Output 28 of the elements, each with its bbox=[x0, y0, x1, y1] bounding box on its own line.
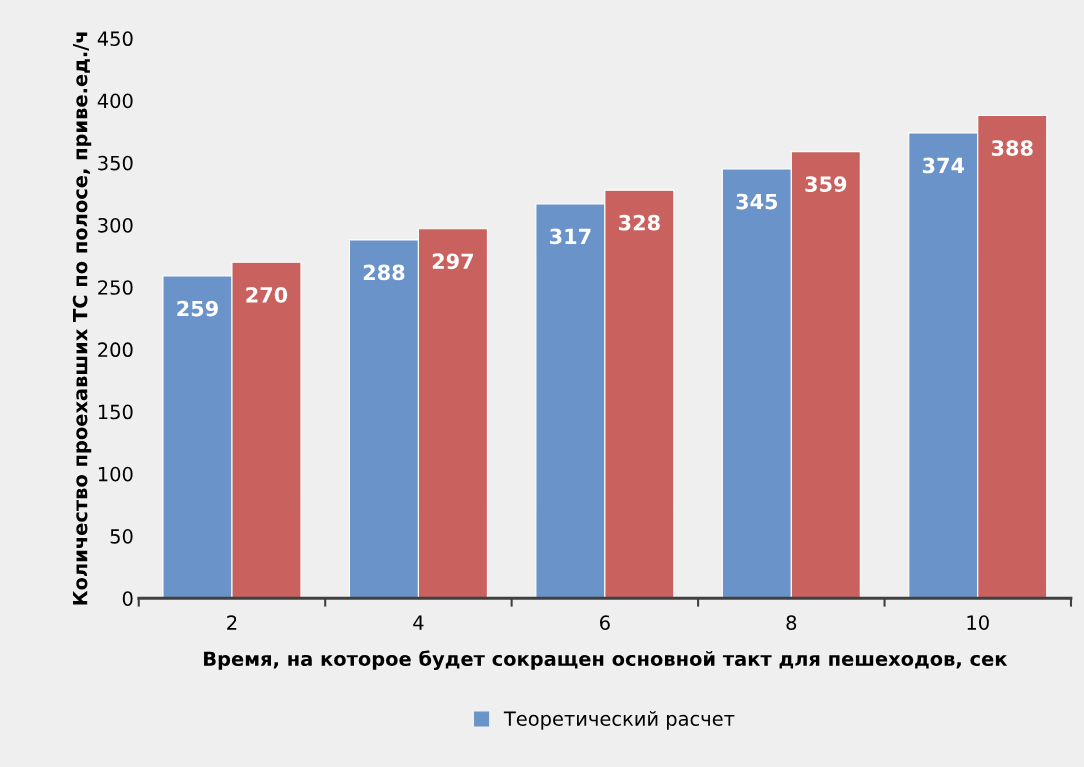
y-tick-label: 250 bbox=[98, 280, 133, 295]
data-label: 259 bbox=[177, 300, 218, 317]
data-label: 374 bbox=[922, 157, 965, 174]
y-tick-label: 350 bbox=[98, 155, 133, 171]
y-tick-label: 150 bbox=[98, 404, 133, 420]
x-tick-label: 2 bbox=[227, 615, 237, 630]
x-tick-label: 6 bbox=[600, 615, 610, 630]
y-tick-label: 200 bbox=[98, 342, 133, 358]
data-label: 288 bbox=[363, 264, 405, 281]
x-axis-title: Время, на которое будет сокращен основной такт для пешеходов, сек bbox=[204, 650, 1008, 671]
y-tick-label: 50 bbox=[110, 529, 133, 544]
data-label: 270 bbox=[246, 286, 288, 303]
y-tick-label: 450 bbox=[97, 31, 133, 47]
data-label: 317 bbox=[550, 228, 591, 245]
data-label: 328 bbox=[619, 214, 660, 231]
data-label: 345 bbox=[736, 193, 778, 210]
y-axis-title: Количество проехавших ТС по полосе, приве.ед./ч bbox=[72, 32, 92, 605]
data-label: 359 bbox=[805, 176, 847, 192]
y-tick-label: 100 bbox=[98, 466, 133, 482]
x-tick-label: 4 bbox=[413, 615, 424, 630]
legend-label: Теоретический расчет bbox=[503, 711, 735, 730]
y-tick-label: 0 bbox=[122, 591, 133, 606]
y-tick-label: 300 bbox=[98, 217, 133, 233]
data-label: 297 bbox=[432, 253, 473, 270]
y-tick-label: 400 bbox=[97, 93, 133, 109]
data-label: 388 bbox=[991, 140, 1033, 156]
x-tick-label: 8 bbox=[786, 615, 797, 630]
x-tick-label: 10 bbox=[967, 615, 989, 630]
